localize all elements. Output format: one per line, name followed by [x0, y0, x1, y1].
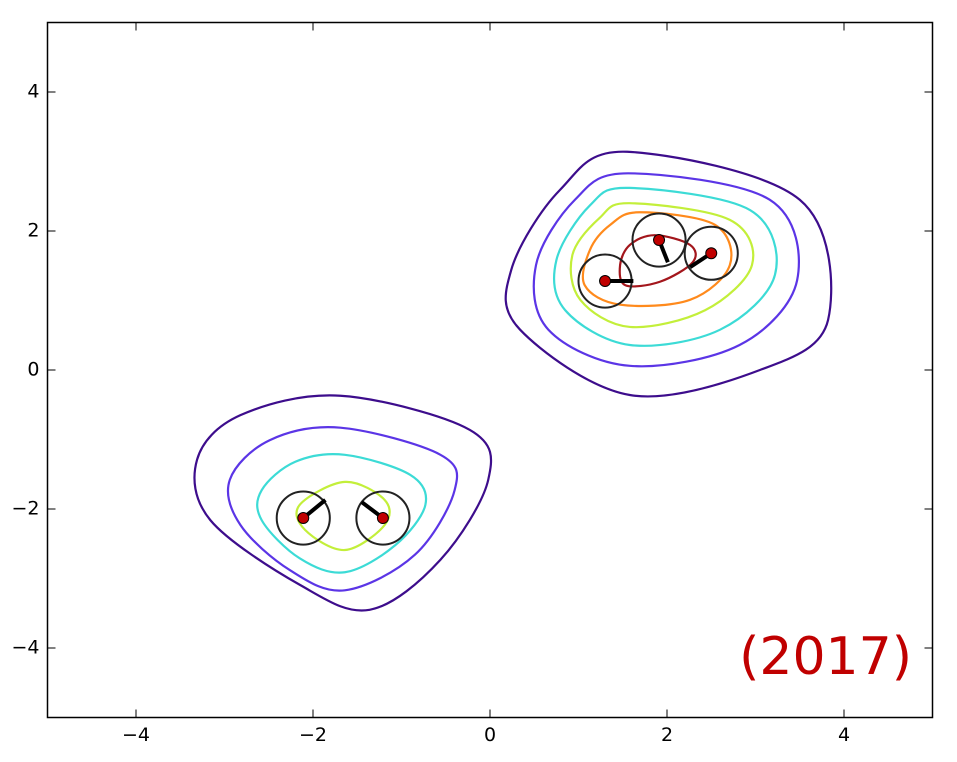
contour-line [295, 480, 391, 552]
y-tick-label: 2 [27, 220, 39, 242]
contour-line [569, 202, 755, 329]
contour-line [618, 234, 697, 288]
point [653, 234, 666, 247]
point [376, 512, 389, 525]
x-tick-label: −2 [299, 724, 327, 746]
point-ring [683, 225, 739, 281]
annotation: (2017) [739, 627, 912, 687]
x-tick-label: 4 [838, 724, 850, 746]
contour-line [256, 453, 428, 574]
y-tick-label: 4 [27, 81, 39, 103]
contour-line [226, 426, 459, 592]
point-ring [275, 490, 331, 546]
contour-line [553, 186, 778, 347]
y-tick-label: −4 [11, 637, 39, 659]
y-tick-label: −2 [11, 498, 39, 520]
point [705, 247, 718, 260]
point-ring [355, 490, 411, 546]
y-tick-label: 0 [27, 359, 39, 381]
contour-line [193, 394, 493, 612]
contour-line [581, 211, 733, 308]
contour-line [504, 150, 833, 398]
x-tick-label: 2 [661, 724, 673, 746]
contour-line [532, 172, 800, 368]
x-tick-label: −4 [122, 724, 150, 746]
plot-frame [46, 21, 934, 719]
point-ring [631, 212, 687, 268]
point [297, 512, 310, 525]
x-tick-label: 0 [484, 724, 496, 746]
point [599, 275, 612, 288]
